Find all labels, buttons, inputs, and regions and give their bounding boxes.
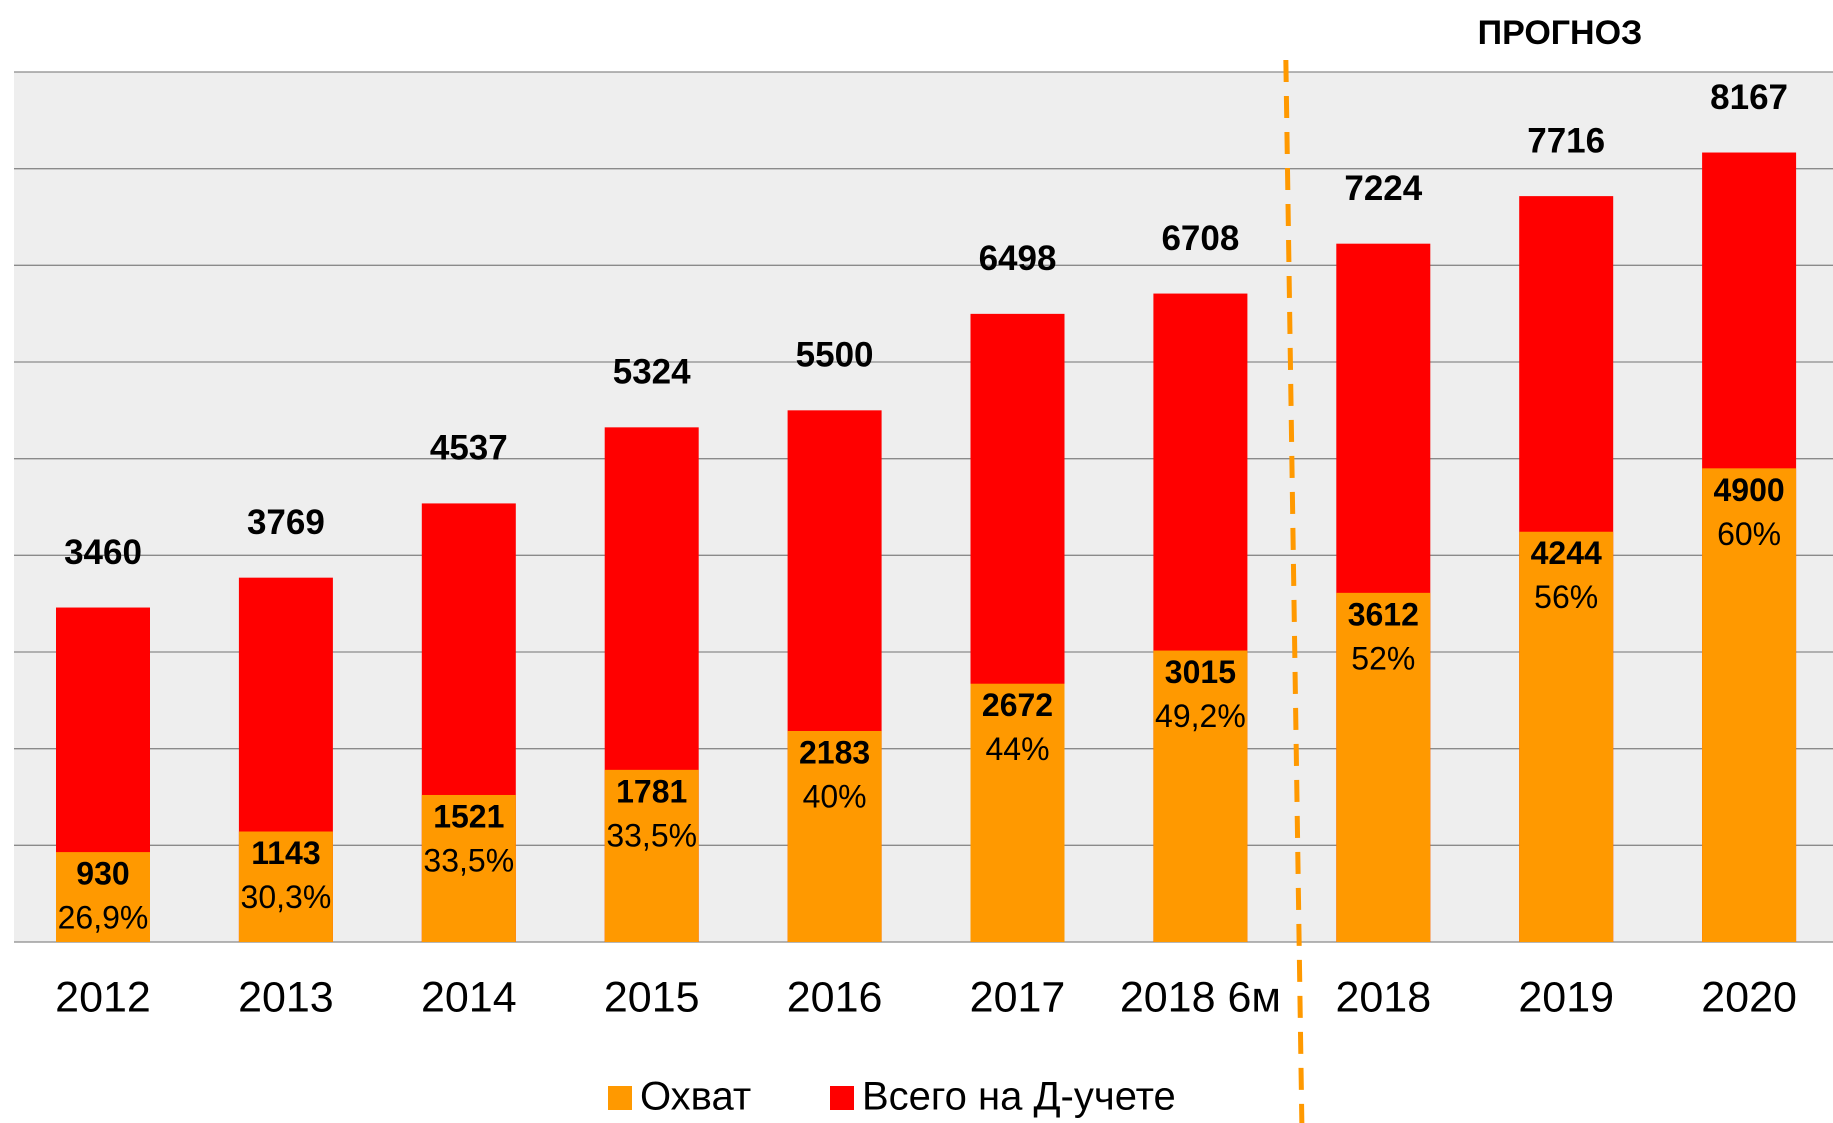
x-tick-label: 2017	[970, 973, 1066, 1021]
legend-swatch	[608, 1086, 632, 1110]
share-label: 26,9%	[58, 900, 149, 936]
share-label: 56%	[1534, 579, 1598, 615]
bar	[970, 683, 1065, 942]
share-label: 60%	[1717, 516, 1781, 552]
bar	[238, 831, 333, 942]
bar	[1153, 650, 1248, 942]
x-tick-label: 2020	[1701, 973, 1797, 1021]
total-label: 6498	[979, 239, 1057, 278]
coverage-label: 1781	[616, 773, 687, 809]
bar	[1336, 592, 1431, 942]
total-label: 3460	[64, 533, 142, 572]
x-tick-label: 2018	[1335, 973, 1431, 1021]
bar	[604, 769, 699, 942]
legend-label: Охват	[640, 1075, 751, 1119]
x-tick-label: 2019	[1518, 973, 1614, 1021]
x-tick-label: 2015	[604, 973, 700, 1021]
coverage-label: 1143	[251, 835, 320, 871]
bar	[421, 794, 516, 942]
x-tick-label: 2013	[238, 973, 334, 1021]
total-label: 7224	[1344, 169, 1422, 208]
x-tick-label: 2018 6м	[1120, 973, 1281, 1021]
coverage-label: 3015	[1165, 654, 1236, 690]
share-label: 49,2%	[1155, 698, 1246, 734]
total-label: 5324	[613, 353, 691, 392]
forecast-divider	[1283, 59, 1305, 1123]
bar	[1702, 468, 1797, 942]
total-label: 4537	[430, 429, 508, 468]
bar	[1519, 531, 1614, 942]
share-label: 40%	[803, 778, 867, 814]
share-label: 33,5%	[606, 817, 697, 853]
x-tick-label: 2012	[55, 973, 151, 1021]
bar	[56, 852, 150, 942]
coverage-label: 4900	[1714, 472, 1785, 508]
coverage-label: 2672	[982, 687, 1053, 723]
coverage-label: 1521	[433, 798, 504, 834]
coverage-label: 4244	[1531, 535, 1602, 571]
total-label: 7716	[1527, 121, 1605, 160]
bar	[787, 730, 882, 942]
total-label: 3769	[247, 503, 325, 542]
share-label: 30,3%	[241, 879, 332, 915]
coverage-label: 930	[76, 856, 129, 892]
forecast-label: ПРОГНОЗ	[1478, 14, 1643, 52]
x-tick-label: 2014	[421, 973, 517, 1021]
coverage-label: 2183	[799, 734, 870, 770]
total-label: 5500	[796, 336, 874, 375]
x-tick-label: 2016	[787, 973, 883, 1021]
total-label: 6708	[1161, 219, 1239, 258]
share-label: 52%	[1351, 640, 1415, 676]
share-label: 33,5%	[423, 842, 514, 878]
legend-label: Всего на Д-учете	[862, 1075, 1176, 1119]
total-label: 8167	[1710, 78, 1788, 117]
share-label: 44%	[985, 731, 1049, 767]
coverage-label: 3612	[1348, 596, 1419, 632]
legend-swatch	[830, 1086, 854, 1110]
